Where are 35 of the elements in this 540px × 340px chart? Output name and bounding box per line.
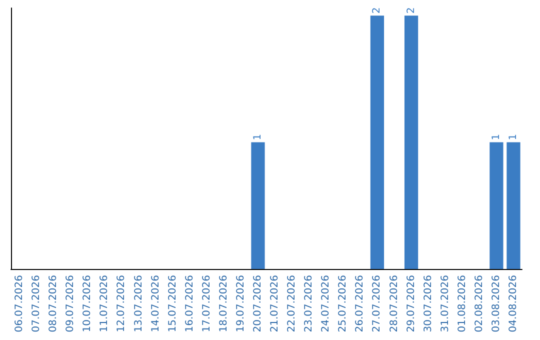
x-tick-label: 30.07.2026 <box>422 275 434 332</box>
x-tick-label: 29.07.2026 <box>406 275 417 332</box>
x-tick-label: 01.08.2026 <box>456 275 468 332</box>
x-tick-label: 19.07.2026 <box>235 275 246 332</box>
x-tick-label: 31.07.2026 <box>440 275 451 332</box>
x-tick-label: 16.07.2026 <box>184 275 196 332</box>
x-tick-label: 10.07.2026 <box>82 275 94 332</box>
x-tick-label: 18.07.2026 <box>218 275 230 332</box>
x-tick-label: 12.07.2026 <box>116 275 128 332</box>
data-label: 1 <box>252 134 264 140</box>
x-tick-label: 25.07.2026 <box>338 275 349 332</box>
x-tick-label: 28.07.2026 <box>388 275 400 332</box>
x-tick-label: 11.07.2026 <box>99 275 110 332</box>
x-tick-label: 06.07.2026 <box>14 275 26 332</box>
data-label: 1 <box>490 134 502 140</box>
x-tick-label: 17.07.2026 <box>201 275 212 332</box>
x-tick-label: 09.07.2026 <box>65 275 76 332</box>
x-tick-label: 07.07.2026 <box>31 275 42 332</box>
x-tick-label: 15.07.2026 <box>167 275 178 332</box>
x-tick-label: 23.07.2026 <box>304 275 315 332</box>
x-tick-label: 27.07.2026 <box>372 275 383 332</box>
x-tick-label: 08.07.2026 <box>48 275 60 332</box>
x-tick-label: 02.08.2026 <box>474 275 485 332</box>
data-label: 2 <box>372 7 383 14</box>
x-tick-label: 13.07.2026 <box>133 275 144 332</box>
x-tick-label: 22.07.2026 <box>286 275 298 332</box>
data-label: 1 <box>508 134 519 140</box>
x-tick-label: 03.08.2026 <box>490 275 502 332</box>
x-tick-label: 21.07.2026 <box>270 275 281 332</box>
x-tick-label: 20.07.2026 <box>252 275 264 332</box>
data-label: 2 <box>406 7 417 14</box>
x-tick-label: 04.08.2026 <box>508 275 519 332</box>
x-tick-label: 24.07.2026 <box>320 275 332 332</box>
x-tick-label: 26.07.2026 <box>354 275 366 332</box>
x-tick-label: 14.07.2026 <box>150 275 162 332</box>
